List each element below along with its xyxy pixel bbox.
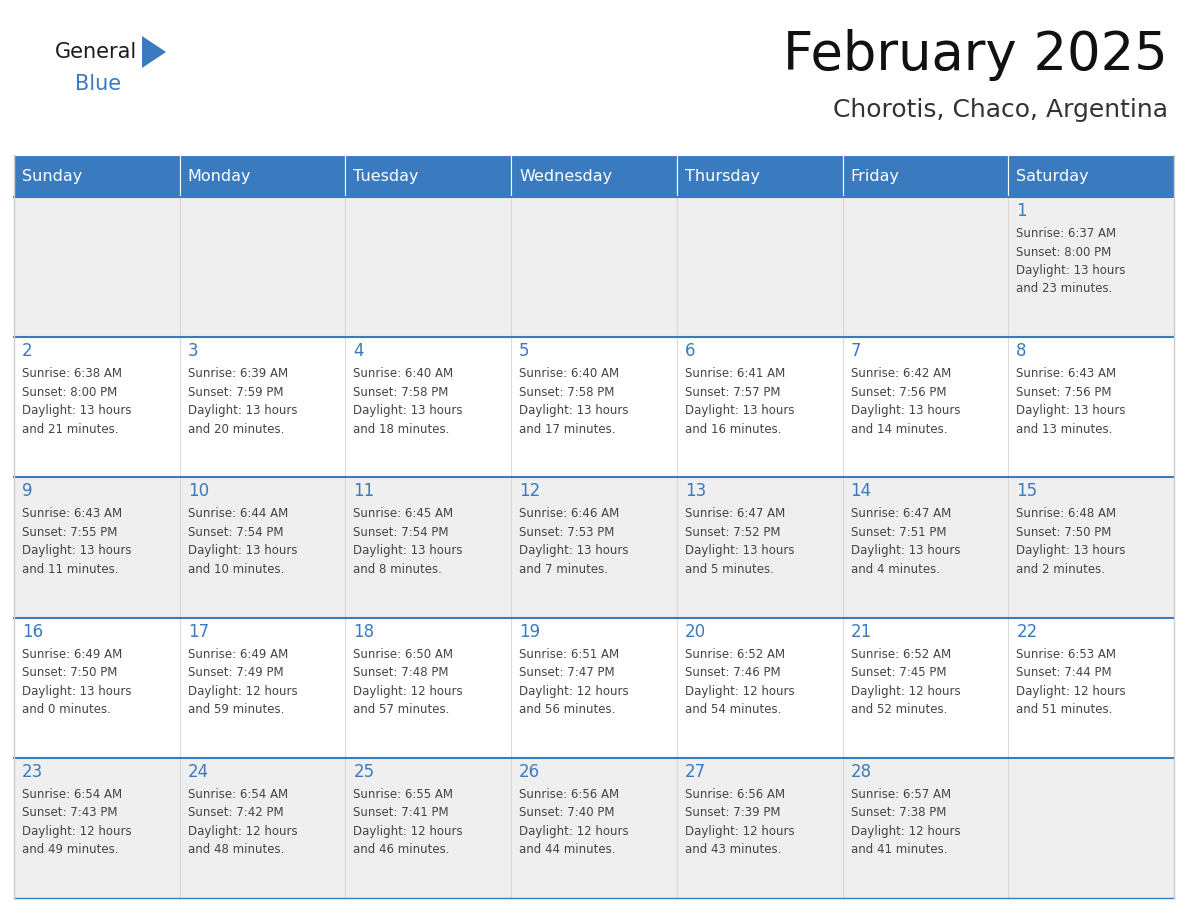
Text: Monday: Monday <box>188 169 251 184</box>
Text: Sunrise: 6:45 AM
Sunset: 7:54 PM
Daylight: 13 hours
and 8 minutes.: Sunrise: 6:45 AM Sunset: 7:54 PM Dayligh… <box>353 508 463 576</box>
Text: Sunrise: 6:49 AM
Sunset: 7:50 PM
Daylight: 13 hours
and 0 minutes.: Sunrise: 6:49 AM Sunset: 7:50 PM Dayligh… <box>23 647 132 716</box>
Text: Sunrise: 6:41 AM
Sunset: 7:57 PM
Daylight: 13 hours
and 16 minutes.: Sunrise: 6:41 AM Sunset: 7:57 PM Dayligh… <box>684 367 795 436</box>
Text: Sunrise: 6:54 AM
Sunset: 7:42 PM
Daylight: 12 hours
and 48 minutes.: Sunrise: 6:54 AM Sunset: 7:42 PM Dayligh… <box>188 788 297 856</box>
Text: Sunrise: 6:44 AM
Sunset: 7:54 PM
Daylight: 13 hours
and 10 minutes.: Sunrise: 6:44 AM Sunset: 7:54 PM Dayligh… <box>188 508 297 576</box>
Text: Sunrise: 6:43 AM
Sunset: 7:55 PM
Daylight: 13 hours
and 11 minutes.: Sunrise: 6:43 AM Sunset: 7:55 PM Dayligh… <box>23 508 132 576</box>
Bar <box>511 155 677 197</box>
Text: Sunday: Sunday <box>23 169 82 184</box>
Text: 13: 13 <box>684 482 706 500</box>
Bar <box>14 337 1174 477</box>
Text: Sunrise: 6:39 AM
Sunset: 7:59 PM
Daylight: 13 hours
and 20 minutes.: Sunrise: 6:39 AM Sunset: 7:59 PM Dayligh… <box>188 367 297 436</box>
Text: Thursday: Thursday <box>684 169 760 184</box>
Bar <box>179 155 346 197</box>
Text: Sunrise: 6:38 AM
Sunset: 8:00 PM
Daylight: 13 hours
and 21 minutes.: Sunrise: 6:38 AM Sunset: 8:00 PM Dayligh… <box>23 367 132 436</box>
Text: 22: 22 <box>1016 622 1037 641</box>
Bar <box>14 757 1174 898</box>
Text: 6: 6 <box>684 342 695 360</box>
Text: Sunrise: 6:55 AM
Sunset: 7:41 PM
Daylight: 12 hours
and 46 minutes.: Sunrise: 6:55 AM Sunset: 7:41 PM Dayligh… <box>353 788 463 856</box>
Text: Wednesday: Wednesday <box>519 169 612 184</box>
Polygon shape <box>143 36 166 68</box>
Text: Sunrise: 6:51 AM
Sunset: 7:47 PM
Daylight: 12 hours
and 56 minutes.: Sunrise: 6:51 AM Sunset: 7:47 PM Dayligh… <box>519 647 628 716</box>
Text: 17: 17 <box>188 622 209 641</box>
Text: 25: 25 <box>353 763 374 781</box>
Text: 8: 8 <box>1016 342 1026 360</box>
Text: 23: 23 <box>23 763 43 781</box>
Text: 16: 16 <box>23 622 43 641</box>
Text: Tuesday: Tuesday <box>353 169 419 184</box>
Text: 15: 15 <box>1016 482 1037 500</box>
Text: Sunrise: 6:50 AM
Sunset: 7:48 PM
Daylight: 12 hours
and 57 minutes.: Sunrise: 6:50 AM Sunset: 7:48 PM Dayligh… <box>353 647 463 716</box>
Bar <box>1009 155 1174 197</box>
Text: Sunrise: 6:56 AM
Sunset: 7:39 PM
Daylight: 12 hours
and 43 minutes.: Sunrise: 6:56 AM Sunset: 7:39 PM Dayligh… <box>684 788 795 856</box>
Text: Sunrise: 6:52 AM
Sunset: 7:45 PM
Daylight: 12 hours
and 52 minutes.: Sunrise: 6:52 AM Sunset: 7:45 PM Dayligh… <box>851 647 960 716</box>
Text: 5: 5 <box>519 342 530 360</box>
Text: General: General <box>55 42 138 62</box>
Text: 24: 24 <box>188 763 209 781</box>
Text: 14: 14 <box>851 482 872 500</box>
Text: Sunrise: 6:47 AM
Sunset: 7:52 PM
Daylight: 13 hours
and 5 minutes.: Sunrise: 6:47 AM Sunset: 7:52 PM Dayligh… <box>684 508 795 576</box>
Text: Sunrise: 6:53 AM
Sunset: 7:44 PM
Daylight: 12 hours
and 51 minutes.: Sunrise: 6:53 AM Sunset: 7:44 PM Dayligh… <box>1016 647 1126 716</box>
Text: 26: 26 <box>519 763 541 781</box>
Text: Sunrise: 6:56 AM
Sunset: 7:40 PM
Daylight: 12 hours
and 44 minutes.: Sunrise: 6:56 AM Sunset: 7:40 PM Dayligh… <box>519 788 628 856</box>
Text: 27: 27 <box>684 763 706 781</box>
Text: Sunrise: 6:49 AM
Sunset: 7:49 PM
Daylight: 12 hours
and 59 minutes.: Sunrise: 6:49 AM Sunset: 7:49 PM Dayligh… <box>188 647 297 716</box>
Text: Sunrise: 6:47 AM
Sunset: 7:51 PM
Daylight: 13 hours
and 4 minutes.: Sunrise: 6:47 AM Sunset: 7:51 PM Dayligh… <box>851 508 960 576</box>
Bar <box>346 155 511 197</box>
Text: Sunrise: 6:57 AM
Sunset: 7:38 PM
Daylight: 12 hours
and 41 minutes.: Sunrise: 6:57 AM Sunset: 7:38 PM Dayligh… <box>851 788 960 856</box>
Bar <box>14 618 1174 757</box>
Text: Chorotis, Chaco, Argentina: Chorotis, Chaco, Argentina <box>833 98 1168 122</box>
Bar <box>14 477 1174 618</box>
Bar <box>842 155 1009 197</box>
Text: 3: 3 <box>188 342 198 360</box>
Text: 1: 1 <box>1016 202 1026 220</box>
Text: 4: 4 <box>353 342 364 360</box>
Bar <box>677 155 842 197</box>
Text: Blue: Blue <box>75 74 121 94</box>
Text: Sunrise: 6:42 AM
Sunset: 7:56 PM
Daylight: 13 hours
and 14 minutes.: Sunrise: 6:42 AM Sunset: 7:56 PM Dayligh… <box>851 367 960 436</box>
Text: 10: 10 <box>188 482 209 500</box>
Bar <box>14 155 179 197</box>
Text: Sunrise: 6:43 AM
Sunset: 7:56 PM
Daylight: 13 hours
and 13 minutes.: Sunrise: 6:43 AM Sunset: 7:56 PM Dayligh… <box>1016 367 1126 436</box>
Text: 7: 7 <box>851 342 861 360</box>
Text: Sunrise: 6:46 AM
Sunset: 7:53 PM
Daylight: 13 hours
and 7 minutes.: Sunrise: 6:46 AM Sunset: 7:53 PM Dayligh… <box>519 508 628 576</box>
Text: Saturday: Saturday <box>1016 169 1089 184</box>
Text: Friday: Friday <box>851 169 899 184</box>
Text: Sunrise: 6:37 AM
Sunset: 8:00 PM
Daylight: 13 hours
and 23 minutes.: Sunrise: 6:37 AM Sunset: 8:00 PM Dayligh… <box>1016 227 1126 296</box>
Text: 21: 21 <box>851 622 872 641</box>
Text: 12: 12 <box>519 482 541 500</box>
Text: 18: 18 <box>353 622 374 641</box>
Text: 9: 9 <box>23 482 32 500</box>
Text: 20: 20 <box>684 622 706 641</box>
Text: February 2025: February 2025 <box>783 29 1168 81</box>
Text: Sunrise: 6:40 AM
Sunset: 7:58 PM
Daylight: 13 hours
and 17 minutes.: Sunrise: 6:40 AM Sunset: 7:58 PM Dayligh… <box>519 367 628 436</box>
Text: 19: 19 <box>519 622 541 641</box>
Text: Sunrise: 6:52 AM
Sunset: 7:46 PM
Daylight: 12 hours
and 54 minutes.: Sunrise: 6:52 AM Sunset: 7:46 PM Dayligh… <box>684 647 795 716</box>
Text: Sunrise: 6:40 AM
Sunset: 7:58 PM
Daylight: 13 hours
and 18 minutes.: Sunrise: 6:40 AM Sunset: 7:58 PM Dayligh… <box>353 367 463 436</box>
Text: Sunrise: 6:54 AM
Sunset: 7:43 PM
Daylight: 12 hours
and 49 minutes.: Sunrise: 6:54 AM Sunset: 7:43 PM Dayligh… <box>23 788 132 856</box>
Text: Sunrise: 6:48 AM
Sunset: 7:50 PM
Daylight: 13 hours
and 2 minutes.: Sunrise: 6:48 AM Sunset: 7:50 PM Dayligh… <box>1016 508 1126 576</box>
Text: 11: 11 <box>353 482 374 500</box>
Text: 28: 28 <box>851 763 872 781</box>
Bar <box>14 197 1174 337</box>
Text: 2: 2 <box>23 342 32 360</box>
